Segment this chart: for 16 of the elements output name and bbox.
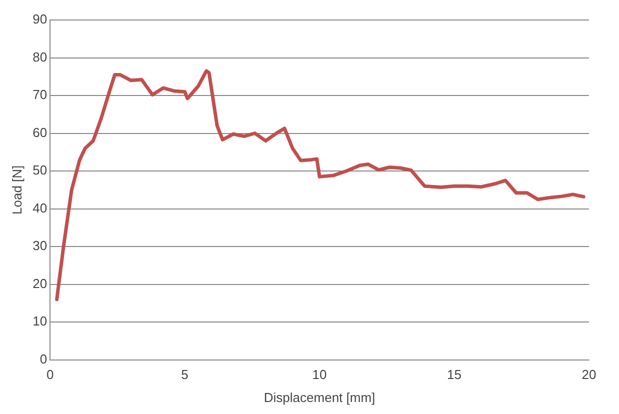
y-tick-label: 20 [32,276,48,291]
x-tick-label: 20 [582,367,596,382]
y-axis-title: Load [N] [9,165,24,214]
x-tick-label: 15 [447,367,462,382]
x-tick-label: 5 [181,367,188,382]
y-tick-label: 0 [40,351,48,366]
y-tick-label: 40 [32,200,48,216]
y-tick-label: 30 [32,238,48,254]
y-tick-label: 50 [32,162,48,178]
y-tick-label: 90 [32,12,48,27]
y-tick-label: 60 [32,124,48,140]
y-tick-label: 10 [32,314,48,329]
x-axis-title: Displacement [mm] [264,390,376,405]
x-tick-label: 10 [312,367,327,382]
y-tick-label: 70 [32,87,48,102]
y-tick-label: 80 [32,49,48,64]
